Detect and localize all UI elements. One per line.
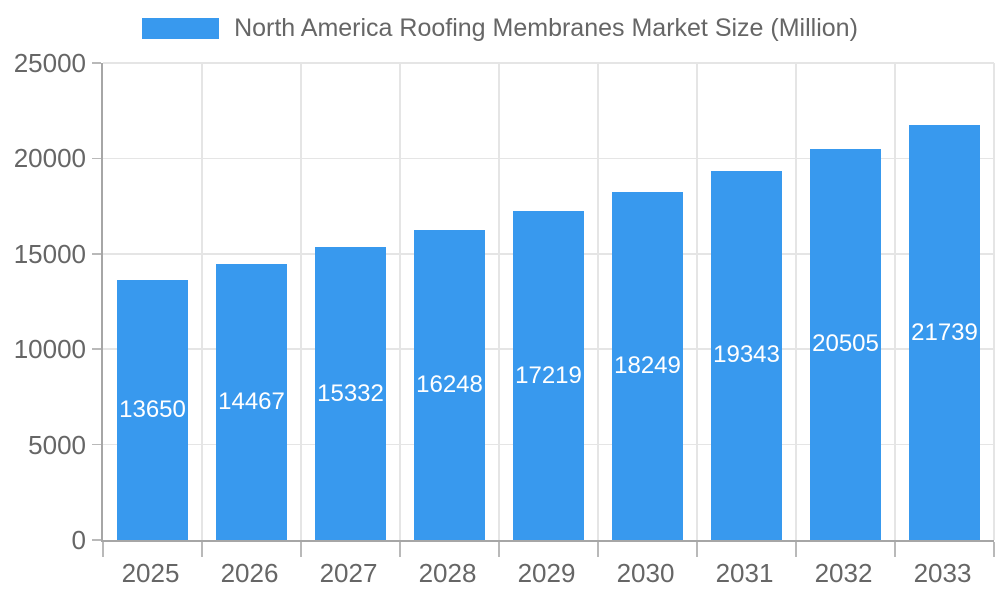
y-axis-tick-label: 10000: [13, 334, 86, 365]
y-axis-tick-label: 20000: [13, 143, 86, 174]
x-axis-tick: [300, 542, 302, 557]
gridline: [795, 63, 797, 540]
y-axis-tick-label: 5000: [28, 429, 86, 460]
gridline: [201, 63, 203, 540]
y-axis-tick: [92, 443, 101, 446]
gridline: [103, 157, 994, 160]
bar-value-label: 14467: [218, 387, 285, 415]
bar[interactable]: [711, 170, 782, 540]
gridline: [894, 63, 896, 540]
x-axis-tick: [894, 542, 896, 557]
x-axis-tick: [498, 542, 500, 557]
y-axis-tick-label: 15000: [13, 238, 86, 269]
x-axis-tick-label: 2030: [616, 558, 675, 588]
x-axis-tick: [993, 542, 995, 557]
bar[interactable]: [216, 263, 287, 540]
y-axis-tick-label: 0: [71, 525, 86, 555]
bar-value-label: 16248: [416, 370, 483, 398]
y-axis-tick: [92, 62, 101, 64]
bar-value-label: 19343: [713, 341, 780, 369]
legend-label: North America Roofing Membranes Market S…: [234, 14, 858, 42]
y-axis-tick: [92, 348, 101, 350]
bar-value-label: 15332: [317, 379, 384, 407]
x-axis-tick-label: 2027: [319, 558, 378, 588]
x-axis-tick: [201, 542, 203, 557]
gridline: [103, 62, 994, 64]
bar-value-label: 13650: [119, 395, 186, 423]
bar-value-label: 21739: [911, 318, 978, 346]
x-axis-tick-label: 2031: [715, 558, 774, 588]
x-axis-tick-label: 2029: [517, 558, 576, 588]
y-axis-tick: [92, 253, 101, 255]
gridline: [498, 63, 500, 540]
x-axis-tick-label: 2025: [121, 558, 180, 588]
bar-value-label: 18249: [614, 351, 681, 379]
legend-swatch-icon: [142, 18, 220, 39]
bar[interactable]: [810, 148, 881, 540]
bar-value-label: 20505: [812, 330, 879, 358]
bar[interactable]: [315, 247, 386, 540]
x-axis-tick: [399, 542, 401, 557]
x-axis-tick: [696, 542, 698, 557]
x-axis-tick: [597, 542, 599, 557]
bar-value-label: 17219: [515, 361, 582, 389]
bar[interactable]: [414, 230, 485, 540]
bar[interactable]: [117, 279, 188, 540]
x-axis-tick: [795, 542, 797, 557]
x-axis-tick-label: 2026: [220, 558, 279, 588]
bar[interactable]: [909, 125, 980, 540]
x-axis-tick-label: 2032: [814, 558, 873, 588]
gridline: [696, 63, 698, 540]
gridline: [399, 63, 401, 540]
x-axis-tick-label: 2033: [913, 558, 972, 588]
y-axis-tick-label: 25000: [13, 48, 86, 78]
legend[interactable]: North America Roofing Membranes Market S…: [0, 14, 1000, 43]
bar[interactable]: [513, 211, 584, 540]
gridline: [993, 63, 995, 540]
x-axis-tick: [102, 542, 104, 557]
y-axis-tick: [92, 157, 101, 160]
bar[interactable]: [612, 191, 683, 540]
gridline: [300, 63, 302, 540]
gridline: [597, 63, 599, 540]
plot-area: 13650 14467 15332 16248 17219 18249 19343 20505…: [92, 62, 995, 557]
y-axis-tick: [92, 539, 101, 541]
x-axis-tick-label: 2028: [418, 558, 477, 588]
